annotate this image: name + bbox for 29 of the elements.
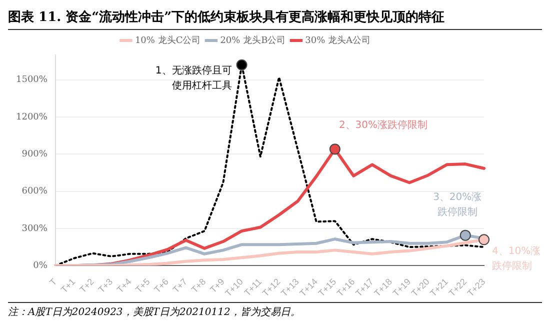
x-tick-label: T+4 (114, 276, 134, 295)
point (329, 144, 340, 155)
x-tick-label: T+7 (170, 276, 190, 295)
y-tick-label: 600% (22, 186, 48, 197)
x-tick-label: T+8 (189, 276, 208, 295)
y-tick-label: 300% (22, 224, 48, 234)
point (460, 230, 471, 241)
x-tick-label: T (48, 276, 59, 288)
x-tick-label: T+9 (208, 276, 226, 295)
y-tick-label: 0% (33, 261, 48, 272)
y-tick-label: 1500% (16, 75, 48, 86)
legend-label: 30% 龙头A公司 (305, 34, 371, 46)
x-tick-label: T+5 (134, 276, 152, 295)
point (236, 59, 248, 70)
annotation: 3、20%涨跌停限制 (433, 190, 482, 218)
annotation: 2、30%涨跌停限制 (338, 118, 428, 131)
chart-title: 图表 11. 资金“流动性冲击”下的低约束板块具有更高涨幅和更快见顶的特征 (8, 8, 542, 30)
x-tick-label: T+3 (96, 276, 115, 295)
text: 注：A股T日为20240923，美股T日为20210112，皆为交易日。 (8, 302, 542, 319)
x-tick-label: T+6 (152, 276, 170, 295)
point (478, 234, 490, 246)
annotation: 1、无涨跌停且可使用杠杆工具 (155, 64, 232, 92)
annotation: 4、10%涨跌停限制 (492, 245, 541, 272)
x-tick-label: T+1 (59, 276, 78, 295)
legend-label: 20% 龙头B公司 (220, 34, 286, 46)
y-tick-label: 1200% (16, 112, 48, 122)
y-tick-label: 900% (22, 149, 48, 160)
legend-label: 10% 龙头C公司 (134, 34, 201, 46)
x-tick-label: T+2 (78, 276, 96, 295)
